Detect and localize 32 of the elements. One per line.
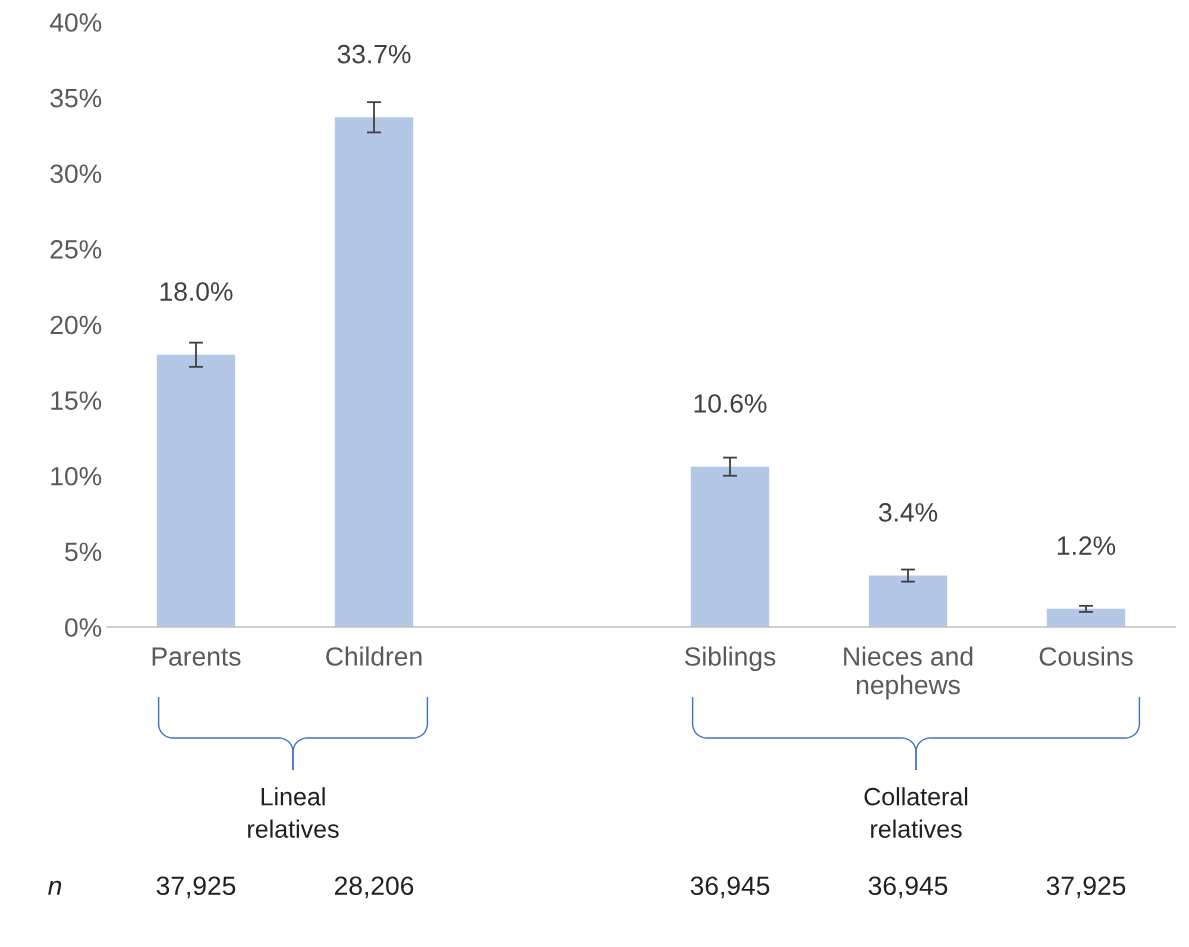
y-tick-label: 15% [51, 391, 102, 410]
y-tick-label: 25% [50, 240, 102, 259]
y-tick-label: 30% [50, 164, 102, 184]
bar [868, 575, 948, 627]
bar [690, 466, 770, 627]
data-label: 18.0% [160, 282, 233, 301]
x-tick-label: Siblings [684, 646, 776, 672]
x-tick-label: Nieces and nephews [844, 646, 973, 700]
text: 37,925 [1046, 876, 1126, 899]
text: n [48, 880, 62, 895]
x-tick-label: Parents [152, 647, 241, 666]
bar [156, 354, 236, 627]
text: 28,206 [334, 876, 414, 899]
y-tick-label: 0% [65, 618, 102, 637]
bar [334, 117, 414, 627]
data-label: 1.2% [1057, 536, 1116, 555]
y-tick-label: 20% [50, 315, 102, 335]
text: Collateral relatives [864, 787, 968, 838]
text: 36,945 [690, 876, 770, 899]
data-label: 10.6% [694, 394, 767, 413]
data-label: 33.7% [337, 44, 411, 64]
x-tick-label: Children [326, 646, 422, 666]
text: 36,945 [868, 876, 948, 899]
y-tick-label: 35% [50, 88, 102, 108]
x-tick-label: Cousins [1039, 646, 1133, 666]
text: Lineal relatives [248, 787, 339, 838]
y-tick-label: 40% [49, 13, 102, 32]
y-tick-label: 5% [65, 542, 102, 562]
bar [1046, 608, 1126, 627]
text: 37,925 [156, 876, 236, 899]
data-label: 3.4% [878, 503, 938, 522]
y-tick-label: 10% [51, 466, 102, 486]
